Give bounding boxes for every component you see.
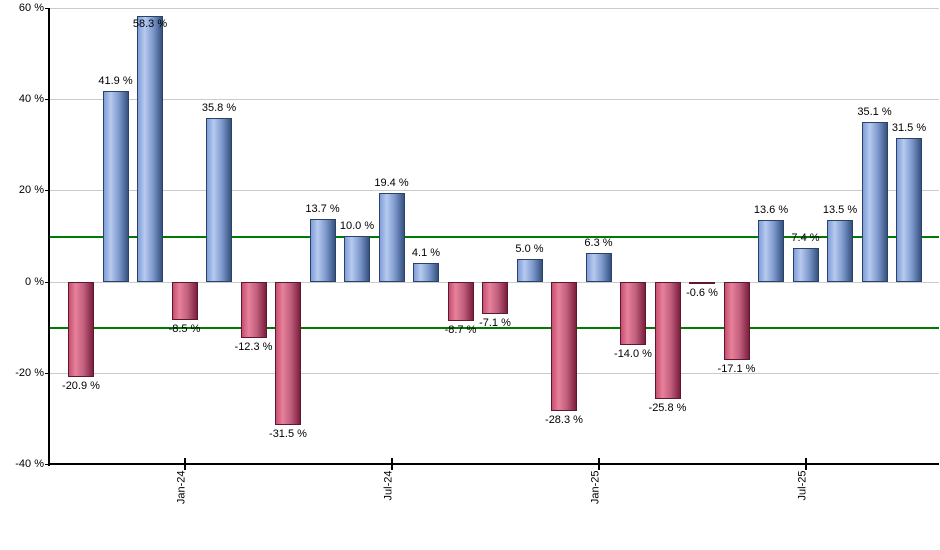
x-tick-mark [390,458,393,470]
bar-positive [102,90,129,282]
threshold-line [49,236,939,238]
x-tick-mark [597,458,600,470]
bar-value-label: 4.1 % [411,246,441,259]
x-axis-tick-label: Jan-24 [175,470,187,505]
threshold-line [49,327,939,329]
bar-positive [792,247,819,282]
bar-negative [620,281,646,346]
y-tick-mark [45,99,49,101]
bar-value-label: 13.7 % [305,203,340,216]
y-tick-mark [45,190,49,192]
bar-negative [689,281,715,285]
y-axis-line [48,8,50,466]
x-axis-line [48,463,939,465]
y-tick-mark [45,464,49,465]
bar-value-label: -14.0 % [614,348,652,361]
x-tick-mark [804,458,807,470]
bar-value-label: -28.3 % [545,413,583,426]
bar-negative [171,281,198,321]
y-gridline [49,99,939,101]
y-tick-mark [45,281,49,283]
bar-value-label: -12.3 % [234,340,273,353]
bar-positive [585,252,612,282]
bar-positive [206,118,232,282]
bar-value-label: 35.1 % [857,105,892,118]
bar-value-label: -17.1 % [717,362,756,375]
bar-positive [516,258,543,282]
bar-value-label: 41.9 % [98,74,133,87]
bar-value-label: -8.5 % [168,323,201,336]
y-gridline [49,8,939,9]
bar-negative [447,281,474,322]
bar-value-label: 13.5 % [822,204,858,216]
bar-value-label: 58.3 % [132,18,168,30]
y-tick-mark [45,8,49,9]
bar-value-label: -8.7 % [444,324,477,337]
y-axis-tick-label: 40 % [18,93,44,106]
bar-positive [861,121,888,282]
y-axis-tick-label: 60 % [18,2,44,14]
y-axis-tick-label: 0 % [25,275,44,288]
bar-negative [654,281,681,400]
bar-value-label: -7.1 % [479,317,511,329]
x-axis-tick-label: Jul-25 [796,470,808,501]
bar-value-label: 5.0 % [515,242,544,255]
y-axis-tick-label: -20 % [15,366,44,379]
bar-value-label: 6.3 % [584,236,613,249]
bar-positive [896,138,922,282]
bar-positive [413,262,439,282]
bar-value-label: 10.0 % [339,220,375,232]
bar-negative [482,281,508,314]
bar-value-label: -0.6 % [686,287,718,300]
bar-positive [344,236,370,282]
bar-value-label: -25.8 % [648,402,687,415]
bar-value-label: -20.9 % [62,379,100,392]
bar-value-label: -31.5 % [269,428,307,441]
y-gridline [49,372,939,374]
bar-value-label: 31.5 % [891,122,927,134]
x-axis-tick-label: Jul-24 [382,470,394,501]
bar-positive [827,220,853,282]
y-axis-tick-label: 20 % [18,184,44,197]
bar-positive [137,15,163,282]
bar-negative [240,281,267,338]
y-tick-mark [45,372,49,374]
bar-value-label: 19.4 % [374,177,409,190]
bar-negative [68,281,94,377]
bar-positive [758,219,784,282]
y-axis-tick-label: -40 % [15,458,44,470]
bar-negative [275,281,301,426]
x-tick-mark [183,458,186,470]
y-gridline [49,190,939,192]
bar-positive [309,219,336,282]
bar-value-label: 13.6 % [753,203,789,216]
bar-negative [723,281,750,360]
bar-value-label: 35.8 % [201,102,237,115]
bar-positive [378,193,405,282]
x-axis-tick-label: Jan-25 [589,470,601,505]
bar-negative [551,281,577,411]
bar-value-label: 7.4 % [791,231,820,244]
